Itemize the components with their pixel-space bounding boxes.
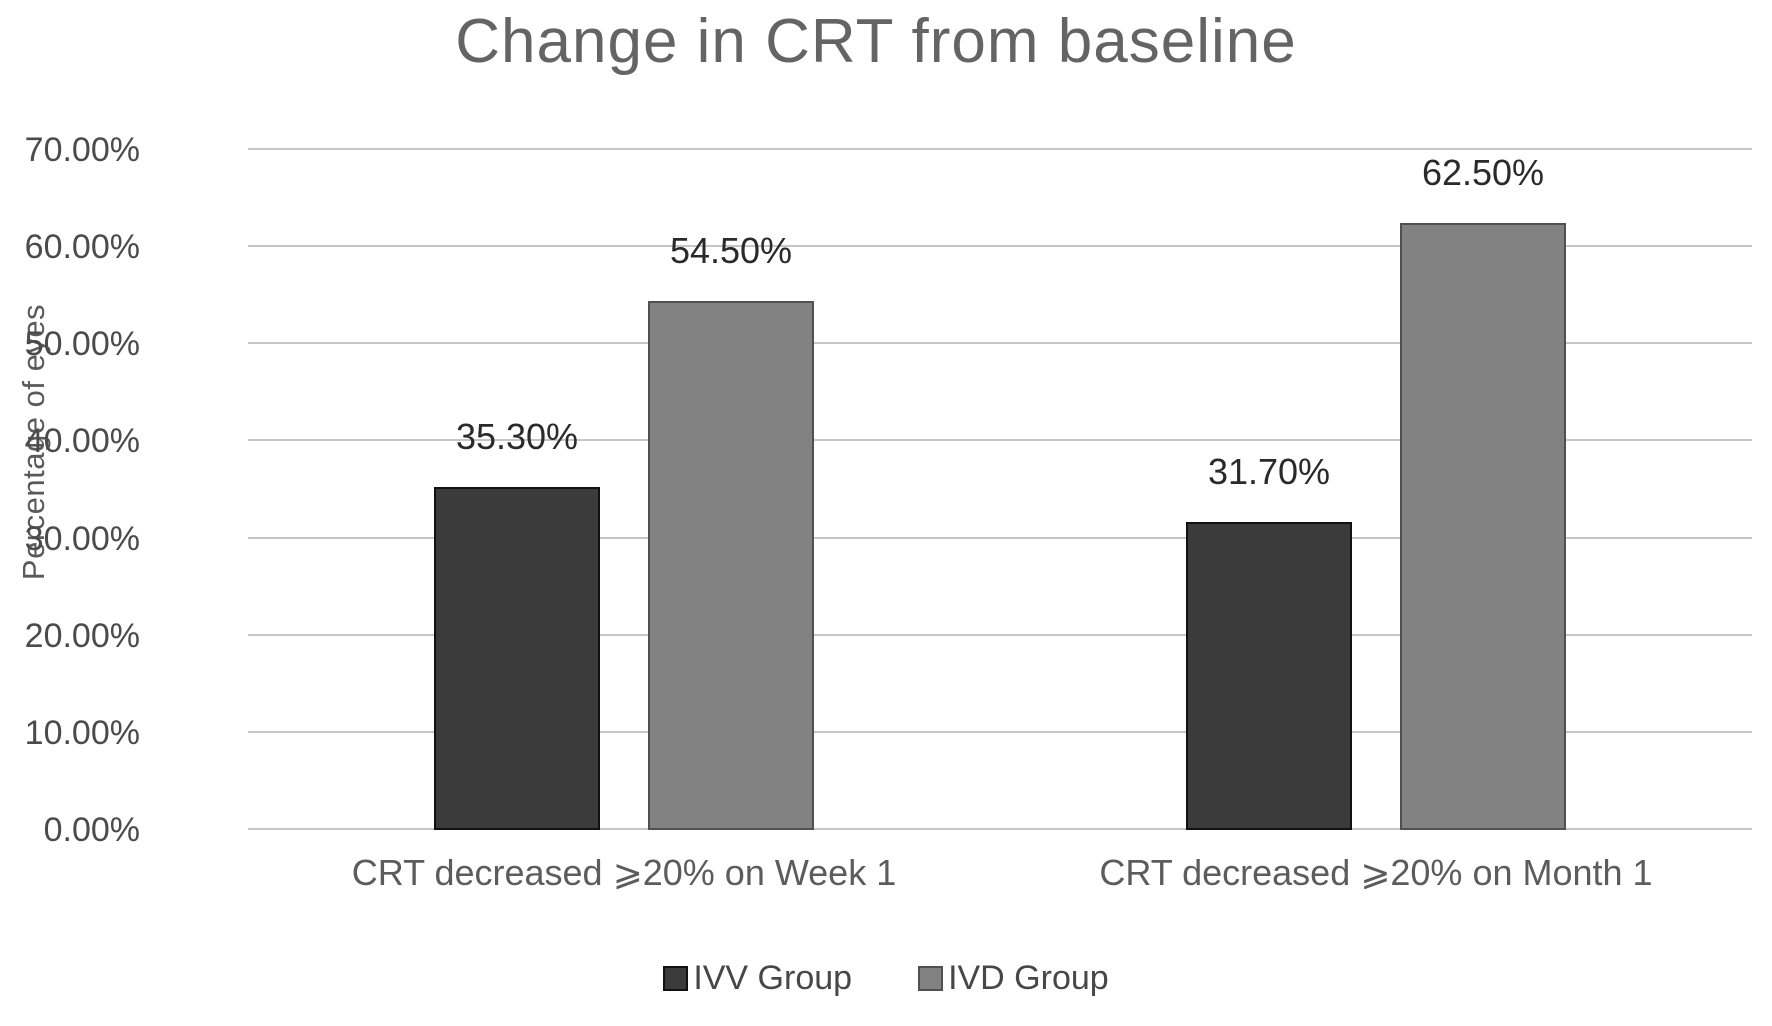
bar xyxy=(1400,222,1566,830)
bar-data-label: 54.50% xyxy=(669,229,793,271)
gridline xyxy=(248,536,1752,539)
category-label: CRT decreased ⩾20% on Month 1 xyxy=(1099,852,1653,893)
bar xyxy=(434,487,600,830)
legend-label: IVV Group xyxy=(693,958,853,997)
y-tick-label: 60.00% xyxy=(24,228,140,267)
category-label: CRT decreased ⩾20% on Week 1 xyxy=(351,852,897,893)
y-tick-label: 40.00% xyxy=(24,422,140,461)
bar-data-label: 62.50% xyxy=(1421,151,1545,193)
legend-item: IVV Group xyxy=(663,959,852,998)
bar-data-label: 31.70% xyxy=(1207,451,1331,493)
y-tick-label: 20.00% xyxy=(24,616,140,655)
legend-label: IVD Group xyxy=(948,958,1109,997)
gridline xyxy=(248,828,1752,830)
gridline xyxy=(248,342,1752,345)
legend-item: IVD Group xyxy=(918,959,1109,998)
bar xyxy=(648,300,814,830)
gridline xyxy=(248,245,1752,248)
legend-swatch-icon xyxy=(663,965,689,991)
legend: IVV Group IVD Group xyxy=(0,952,1772,1004)
bar-cell: 35.30% xyxy=(434,150,600,830)
y-tick-label: 30.00% xyxy=(24,519,140,558)
y-tick-label: 50.00% xyxy=(24,325,140,364)
gridline xyxy=(248,730,1752,733)
bar xyxy=(1186,522,1352,830)
bar-group: 35.30% 54.50% xyxy=(248,150,1000,830)
plot-area: 35.30% 54.50% 31.70% 62.50% xyxy=(248,148,1752,830)
bar-cell: 62.50% xyxy=(1400,150,1566,830)
legend-swatch-icon xyxy=(918,965,944,991)
bars-container: 35.30% 54.50% 31.70% 62.50% xyxy=(248,150,1752,830)
gridline xyxy=(248,439,1752,442)
bar-cell: 31.70% xyxy=(1186,150,1352,830)
gridline xyxy=(248,633,1752,636)
y-tick-label: 70.00% xyxy=(24,131,140,169)
chart-title: Change in CRT from baseline xyxy=(455,7,1297,76)
y-axis-tick-labels: 70.00% 60.00% 50.00% 40.00% 30.00% 20.00% 10.0… xyxy=(0,133,196,847)
y-tick-label: 0.00% xyxy=(43,811,140,849)
gridline xyxy=(248,148,1752,150)
bar-group: 31.70% 62.50% xyxy=(1000,150,1752,830)
bar-data-label: 35.30% xyxy=(455,416,579,458)
bar-cell: 54.50% xyxy=(648,150,814,830)
x-axis-category-labels: CRT decreased ⩾20% on Week 1 CRT decrease… xyxy=(248,852,1752,894)
y-tick-label: 10.00% xyxy=(24,713,140,752)
